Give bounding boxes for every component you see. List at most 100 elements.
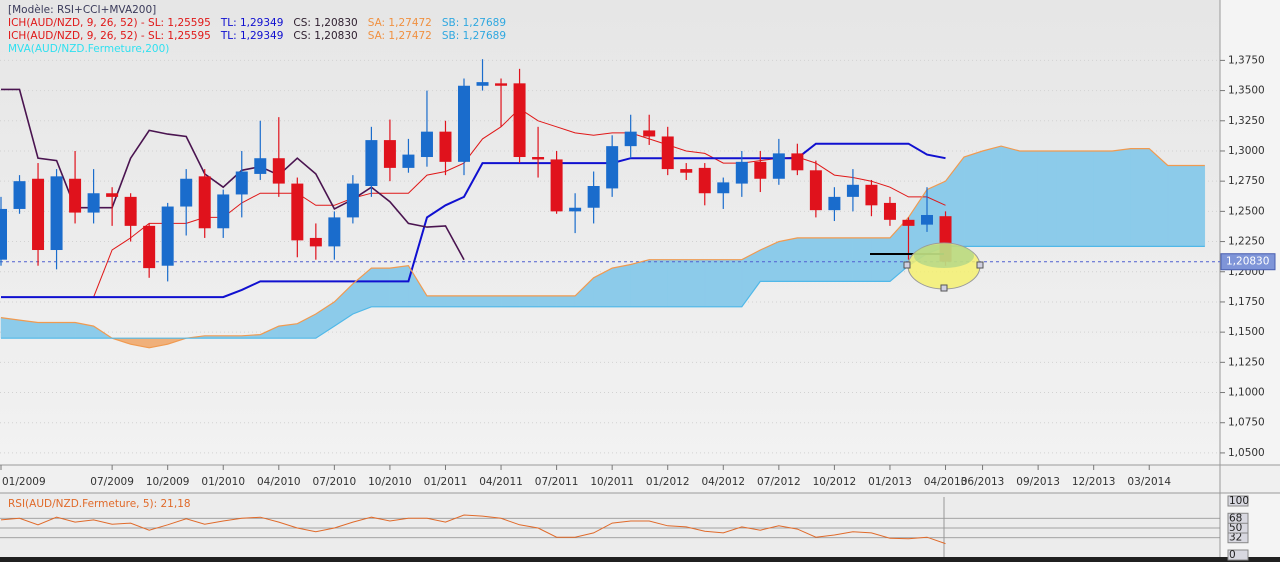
y-tick-label: 1,3750 (1228, 54, 1265, 66)
cloud-fill (611, 264, 631, 308)
legend-entry: ICH(AUD/NZD, 9, 26, 52) - SL: 1,25595 (8, 30, 211, 42)
rsi-panel (0, 493, 1220, 557)
candle-body (698, 167, 711, 194)
handle[interactable] (940, 284, 948, 292)
cloud-fill (1111, 148, 1131, 247)
legend-line: ICH(AUD/NZD, 9, 26, 52) - SL: 1,25595 TL:… (8, 30, 506, 42)
y-tick-label: 50 (1229, 522, 1242, 534)
cloud-fill (37, 322, 57, 339)
legend-entry: SB: 1,27689 (442, 17, 506, 29)
cloud-fill (19, 319, 39, 339)
cloud-fill (500, 295, 520, 308)
candle-body (420, 131, 433, 158)
candle-body (346, 183, 359, 218)
x-tick-label: 04/2011 (479, 476, 523, 488)
cloud-fill (630, 259, 650, 308)
candle-body (458, 85, 470, 162)
candle-body (235, 171, 248, 195)
cloud-fill (1093, 150, 1113, 247)
cloud-fill (371, 267, 391, 308)
x-tick-label: 09/2013 (1016, 476, 1060, 488)
candle-body (846, 184, 859, 197)
y-tick-label: 68 (1229, 512, 1242, 524)
candle-body (717, 182, 730, 194)
x-tick-label: 01/2009 (2, 476, 46, 488)
legend-line: MVA(AUD/NZD.Fermeture,200) (8, 43, 169, 55)
x-tick-label: 10/2010 (368, 476, 412, 488)
y-tick-label: 1,1000 (1228, 387, 1265, 399)
cloud-fill (463, 295, 483, 308)
candle-body (772, 153, 785, 179)
candle-body (439, 131, 452, 162)
x-tick-label: 10/2011 (590, 476, 634, 488)
y-tick-label: 1,1250 (1228, 356, 1265, 368)
candle-body (402, 154, 415, 168)
x-tick-label: 12/2013 (1072, 476, 1116, 488)
cloud-fill (1167, 165, 1187, 247)
candle-body (13, 181, 26, 209)
cloud-fill (852, 237, 872, 282)
cloud-fill (871, 237, 891, 282)
candle-body (735, 161, 748, 184)
y-tick-label: 1,0750 (1228, 417, 1265, 429)
legend-line: [Modèle: RSI+CCI+MVA200] (8, 4, 156, 16)
candle-body (791, 153, 804, 171)
candle-body (809, 170, 822, 211)
candle-body (0, 208, 7, 260)
date-axis-area (0, 465, 1280, 493)
current-price-label: 1,20830 (1226, 256, 1269, 268)
cloud-fill (56, 322, 76, 339)
candle-body (161, 206, 174, 266)
cloud-fill (815, 237, 835, 282)
cloud-fill (667, 259, 687, 308)
y-tick-label: 0 (1229, 549, 1236, 561)
candle-body (69, 178, 82, 213)
candle-body (124, 196, 137, 226)
candle-body (309, 237, 322, 247)
y-tick-label: 32 (1229, 532, 1242, 544)
candle-body (921, 214, 933, 225)
candle-body (643, 130, 656, 137)
x-tick-label: 04/2013 (924, 476, 968, 488)
cloud-fill (426, 295, 446, 308)
y-tick-label: 1,2250 (1228, 236, 1265, 248)
legend-line: ICH(AUD/NZD, 9, 26, 52) - SL: 1,25595 TL:… (8, 17, 506, 29)
cloud-fill (834, 237, 854, 282)
candle-body (828, 196, 841, 211)
candle-body (50, 176, 63, 251)
indicator-line (1, 245, 1205, 339)
legend-entry: TL: 1,29349 (220, 30, 284, 42)
cloud-fill (482, 295, 502, 308)
cloud-fill (0, 317, 20, 339)
candle-body (902, 219, 915, 226)
y-tick-box (1227, 495, 1249, 507)
x-tick-label: 07/2011 (535, 476, 579, 488)
candle-body (569, 207, 582, 212)
y-tick-label: 1,2500 (1228, 205, 1265, 217)
ellipse-overlap (914, 244, 974, 268)
candle-body (180, 178, 193, 207)
cloud-fill (1074, 150, 1094, 247)
legend-entry: CS: 1,20830 (293, 30, 357, 42)
handle[interactable] (903, 261, 911, 269)
x-tick-label: 01/2013 (868, 476, 912, 488)
indicator-line (1, 142, 946, 299)
x-tick-label: 01/2011 (424, 476, 468, 488)
cloud-fill (963, 150, 983, 247)
candle-body (254, 158, 267, 174)
cloud-fill (519, 295, 539, 308)
cloud-fill (1056, 150, 1076, 247)
rsi-line (0, 514, 946, 545)
candle-body (587, 186, 600, 208)
candle-body (143, 225, 156, 269)
candle-body (365, 140, 378, 186)
handle[interactable] (976, 261, 984, 269)
x-tick-label: 01/2010 (201, 476, 245, 488)
x-tick-label: 07/2012 (757, 476, 801, 488)
candle-body (198, 176, 211, 229)
candle-body (32, 178, 45, 251)
legend-entry: [Modèle: RSI+CCI+MVA200] (8, 4, 156, 16)
cloud-fill (704, 259, 724, 308)
